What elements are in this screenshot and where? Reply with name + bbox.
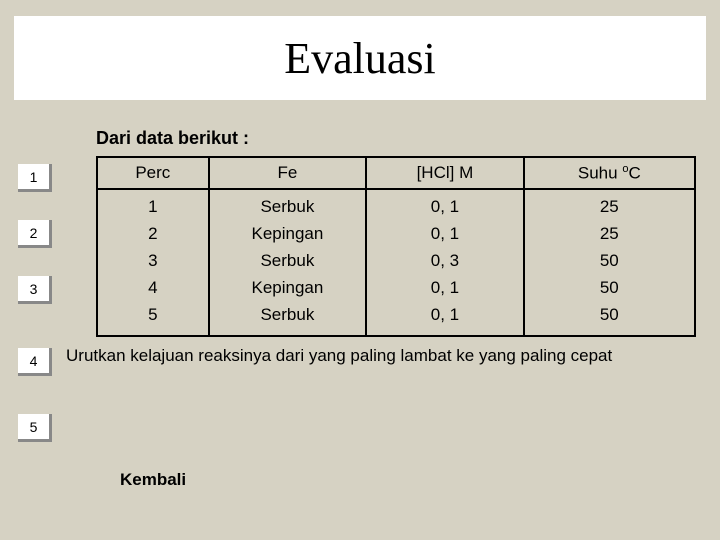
- header-suhu-prefix: Suhu: [578, 163, 622, 182]
- nav-button-5[interactable]: 5: [18, 414, 52, 442]
- nav-label: 4: [30, 353, 38, 369]
- header-hcl: [HCl] M: [366, 157, 523, 189]
- title-bar: Evaluasi: [14, 16, 706, 100]
- cell-value: 50: [600, 304, 619, 327]
- nav-button-3[interactable]: 3: [18, 276, 52, 304]
- nav-button-1[interactable]: 1: [18, 164, 52, 192]
- nav-label: 2: [30, 225, 38, 241]
- cell-value: 0, 1: [431, 277, 459, 300]
- back-label: Kembali: [120, 470, 186, 489]
- cell-value: 5: [148, 304, 157, 327]
- cell-hcl: 0, 1 0, 1 0, 3 0, 1 0, 1: [366, 189, 523, 336]
- cell-value: 2: [148, 223, 157, 246]
- cell-fe: Serbuk Kepingan Serbuk Kepingan Serbuk: [209, 189, 367, 336]
- table-header-row: Perc Fe [HCl] M Suhu oC: [97, 157, 695, 189]
- cell-value: 0, 3: [431, 250, 459, 273]
- header-suhu: Suhu oC: [524, 157, 695, 189]
- cell-value: 0, 1: [431, 196, 459, 219]
- cell-value: 0, 1: [431, 304, 459, 327]
- cell-value: Kepingan: [251, 223, 323, 246]
- intro-text: Dari data berikut :: [96, 128, 249, 149]
- cell-value: Serbuk: [260, 304, 314, 327]
- cell-value: Kepingan: [251, 277, 323, 300]
- cell-value: 3: [148, 250, 157, 273]
- cell-value: Serbuk: [260, 196, 314, 219]
- cell-suhu: 25 25 50 50 50: [524, 189, 695, 336]
- header-perc: Perc: [97, 157, 209, 189]
- back-button[interactable]: Kembali: [120, 470, 186, 490]
- nav-label: 5: [30, 419, 38, 435]
- nav-label: 1: [30, 169, 38, 185]
- cell-value: 1: [148, 196, 157, 219]
- cell-value: 0, 1: [431, 223, 459, 246]
- cell-value: 4: [148, 277, 157, 300]
- nav-button-2[interactable]: 2: [18, 220, 52, 248]
- cell-value: 25: [600, 223, 619, 246]
- instruction-text: Urutkan kelajuan reaksinya dari yang pal…: [66, 346, 612, 366]
- data-table: Perc Fe [HCl] M Suhu oC 1 2 3 4 5 Serbuk…: [96, 156, 696, 337]
- nav-button-4[interactable]: 4: [18, 348, 52, 376]
- cell-perc: 1 2 3 4 5: [97, 189, 209, 336]
- header-fe: Fe: [209, 157, 367, 189]
- cell-value: Serbuk: [260, 250, 314, 273]
- cell-value: 25: [600, 196, 619, 219]
- cell-value: 50: [600, 250, 619, 273]
- header-suhu-suffix: C: [628, 163, 640, 182]
- nav-label: 3: [30, 281, 38, 297]
- page-title: Evaluasi: [284, 33, 436, 84]
- cell-value: 50: [600, 277, 619, 300]
- table-data-row: 1 2 3 4 5 Serbuk Kepingan Serbuk Kepinga…: [97, 189, 695, 336]
